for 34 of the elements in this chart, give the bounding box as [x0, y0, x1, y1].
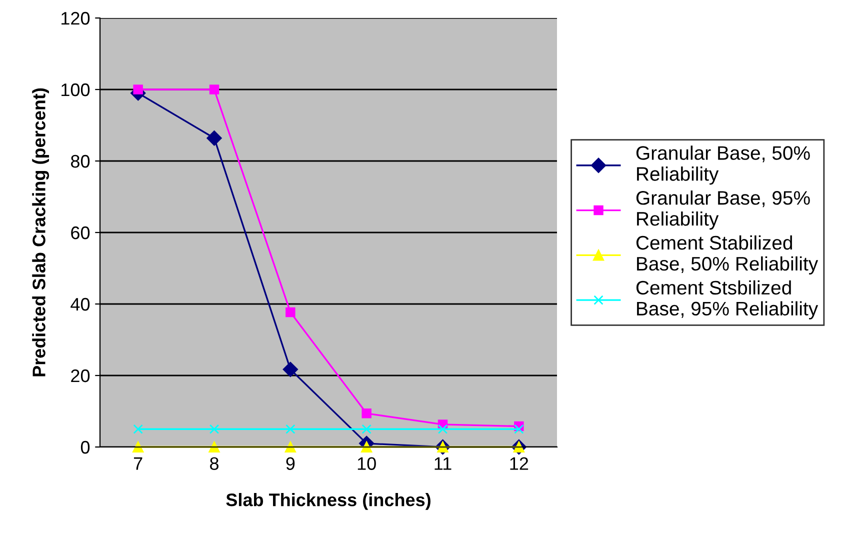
y-tick-label: 20: [71, 369, 90, 382]
legend-label: Granular Base, 50% Reliability: [636, 146, 810, 185]
point: [514, 424, 524, 434]
point: [208, 441, 220, 453]
y-tick-label: 120: [62, 12, 90, 25]
y-tick-label: 0: [80, 440, 90, 454]
legend-label: Cement Stsbilized Base, 95% Reliability: [636, 280, 818, 320]
legend-label: Granular Base, 95% Reliability: [636, 190, 810, 230]
x-axis-title: Slab Thickness (inches): [226, 493, 430, 510]
x-tick-label: 10: [358, 457, 376, 470]
x-tick-label: 11: [434, 457, 452, 470]
point: [284, 441, 296, 453]
y-tick-label: 80: [70, 154, 90, 168]
point: [132, 441, 144, 453]
point: [286, 424, 296, 434]
point: [286, 307, 296, 318]
y-tick-label: 60: [71, 226, 90, 240]
point: [133, 424, 143, 434]
point: [362, 408, 372, 418]
y-tick-label: 40: [70, 298, 90, 311]
y-axis-title: Predicted Slab Cracking (percent): [32, 88, 50, 376]
legend-label: Cement Stabilized Base, 50% Reliability: [636, 235, 818, 274]
point: [206, 130, 222, 146]
y-tick-label: 100: [62, 83, 90, 96]
point: [362, 424, 372, 434]
point: [133, 84, 143, 94]
point: [209, 424, 220, 434]
x-tick-label: 12: [510, 457, 528, 470]
point: [438, 424, 448, 434]
x-tick-label: 8: [210, 457, 218, 470]
point: [282, 362, 298, 377]
x-tick-label: 9: [286, 457, 295, 470]
x-tick-label: 7: [134, 457, 142, 470]
point: [209, 84, 220, 94]
